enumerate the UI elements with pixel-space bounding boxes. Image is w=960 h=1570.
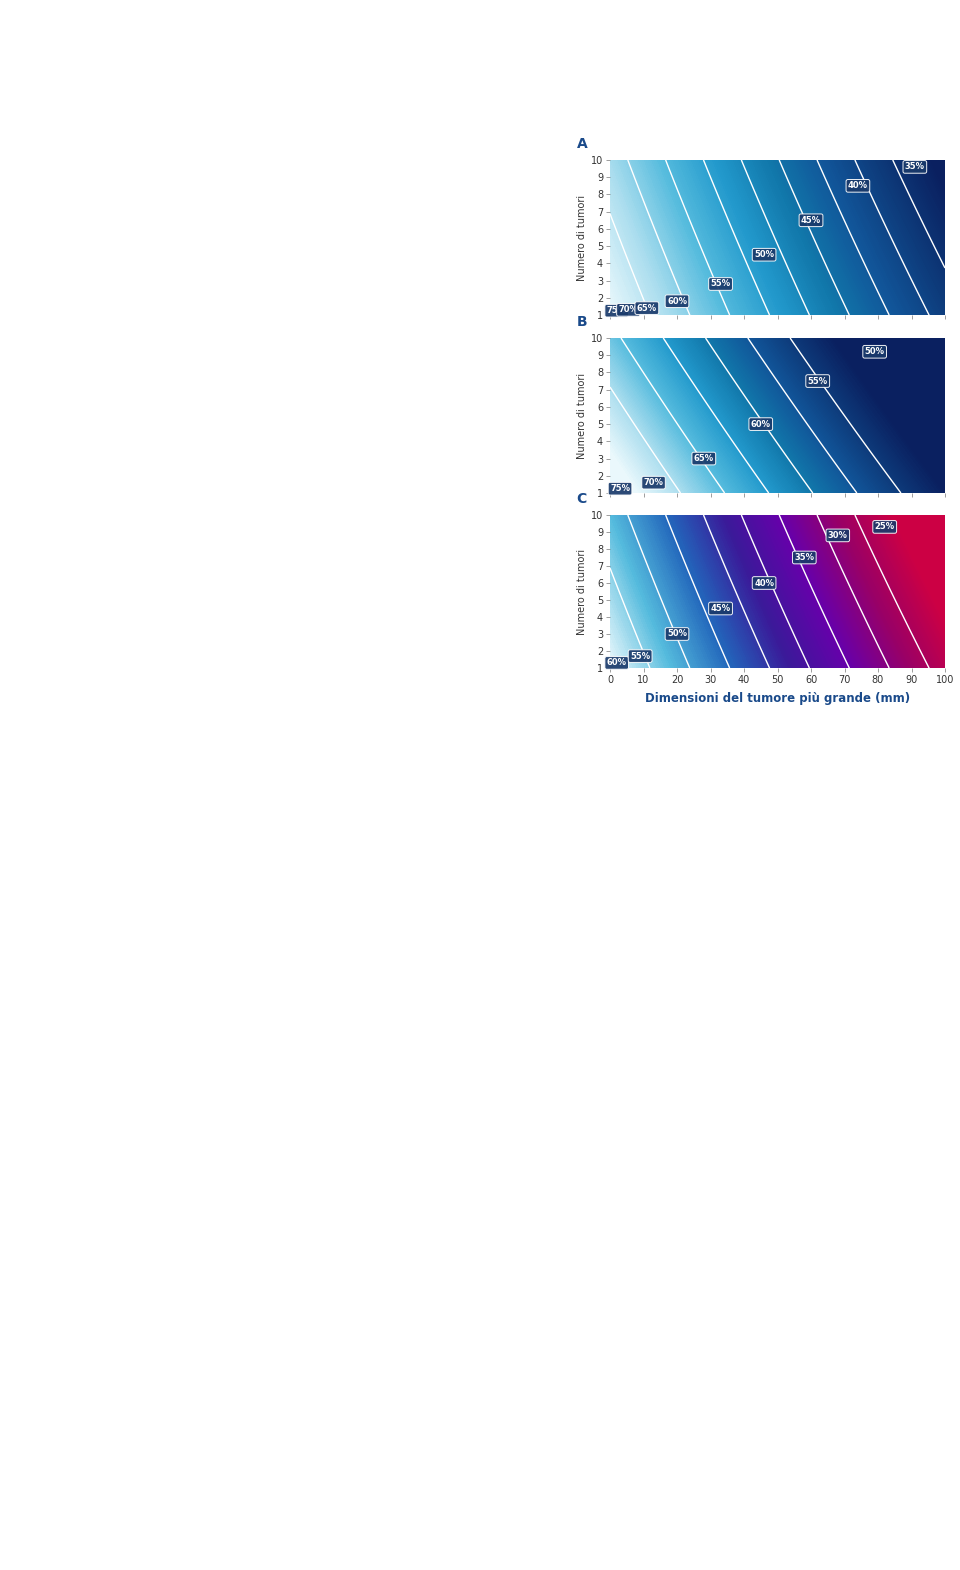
Text: B: B <box>577 314 588 328</box>
Text: 75%: 75% <box>607 306 627 316</box>
Text: 40%: 40% <box>848 181 868 190</box>
Text: C: C <box>577 491 587 506</box>
Text: 55%: 55% <box>710 279 731 289</box>
Text: 65%: 65% <box>694 454 714 463</box>
Text: 60%: 60% <box>607 658 627 667</box>
Y-axis label: Numero di tumori: Numero di tumori <box>577 548 587 634</box>
Y-axis label: Numero di tumori: Numero di tumori <box>577 372 587 458</box>
Text: 25%: 25% <box>875 523 895 531</box>
Text: 45%: 45% <box>801 215 821 225</box>
X-axis label: Dimensioni del tumore più grande (mm): Dimensioni del tumore più grande (mm) <box>645 692 910 705</box>
Text: 50%: 50% <box>667 630 687 639</box>
Text: 65%: 65% <box>636 303 657 312</box>
Text: 55%: 55% <box>807 377 828 386</box>
Text: 30%: 30% <box>828 531 848 540</box>
Text: 50%: 50% <box>865 347 885 356</box>
Text: 45%: 45% <box>710 604 731 612</box>
Text: 70%: 70% <box>618 305 638 314</box>
Text: 75%: 75% <box>610 484 630 493</box>
Text: 70%: 70% <box>643 479 663 487</box>
Text: 35%: 35% <box>905 162 924 171</box>
Text: 55%: 55% <box>630 652 650 661</box>
Text: 60%: 60% <box>667 297 687 306</box>
Text: 60%: 60% <box>751 419 771 429</box>
Text: A: A <box>577 137 588 151</box>
Text: 35%: 35% <box>794 553 814 562</box>
Text: 50%: 50% <box>755 250 774 259</box>
Y-axis label: Numero di tumori: Numero di tumori <box>577 195 587 281</box>
Text: 40%: 40% <box>755 578 774 587</box>
